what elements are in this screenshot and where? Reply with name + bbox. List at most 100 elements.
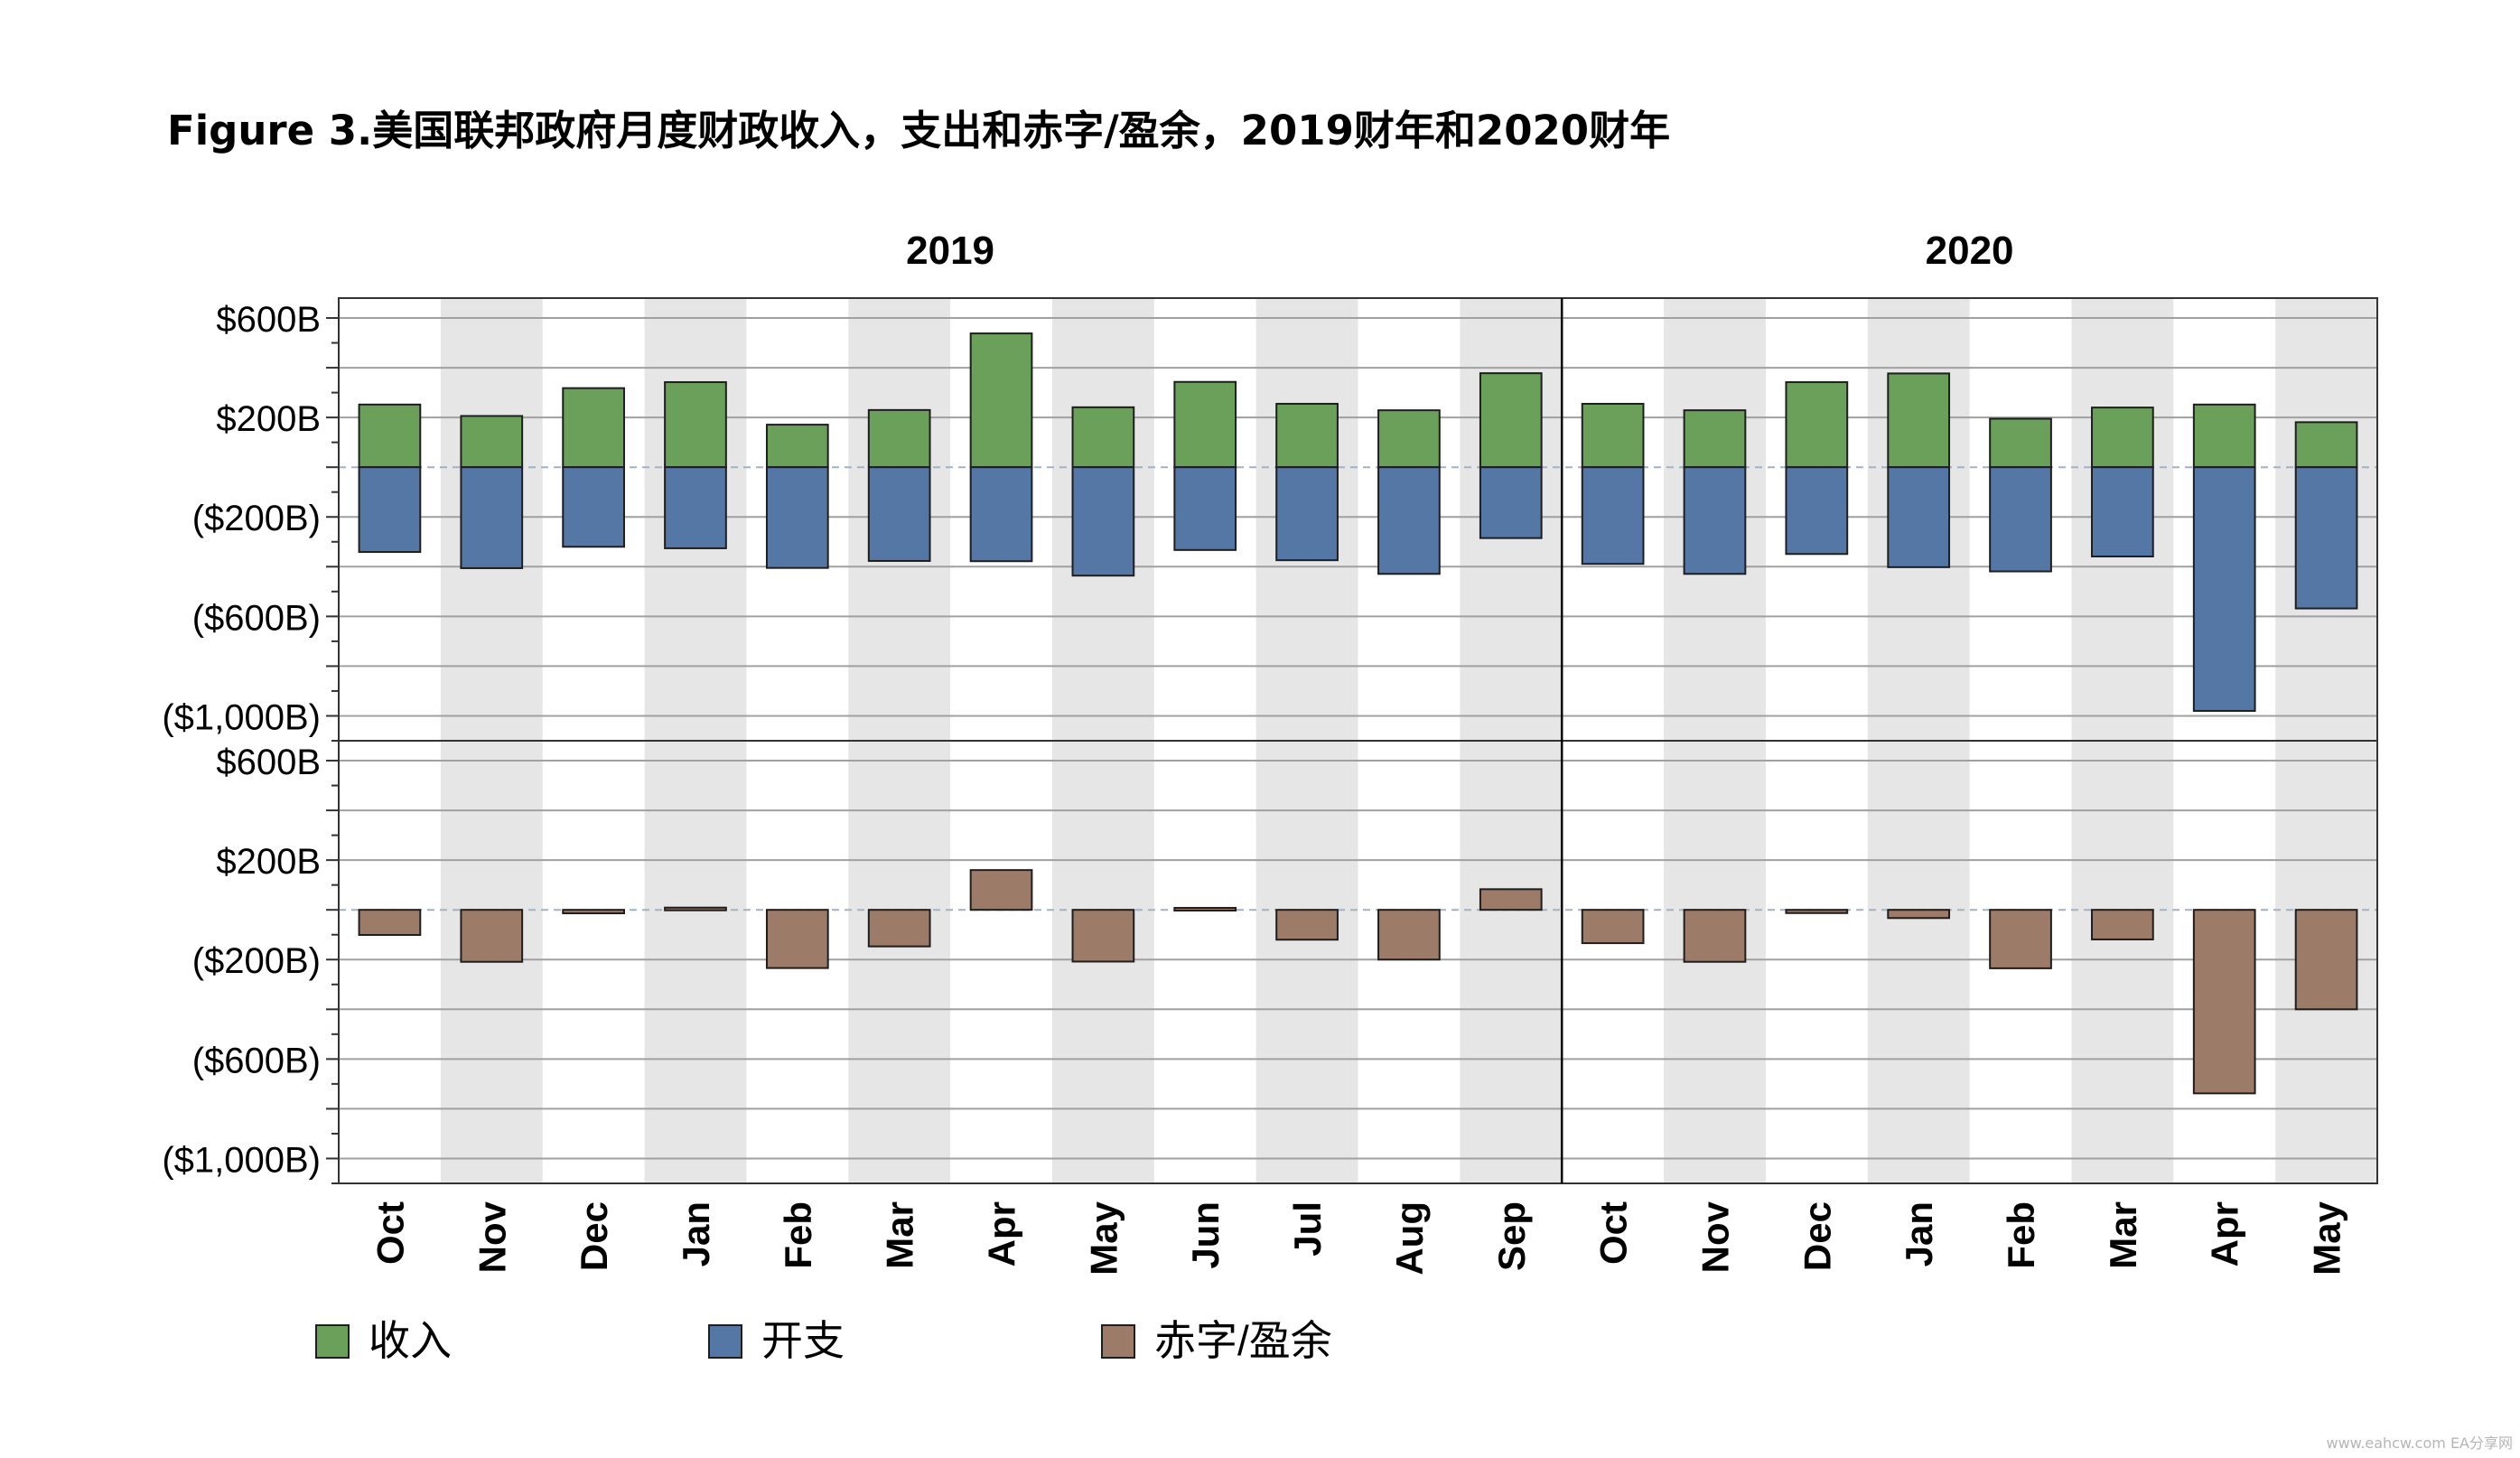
bar-receipts xyxy=(2294,421,2358,469)
x-tick-label: Apr xyxy=(2204,1201,2246,1266)
legend-label: 开支 xyxy=(761,1317,845,1364)
x-tick-label: Oct xyxy=(1592,1201,1635,1265)
bar-outlays xyxy=(1071,466,1135,577)
bar-receipts xyxy=(1377,409,1441,469)
bar-deficit xyxy=(765,909,829,969)
bar-receipts xyxy=(358,403,422,469)
bar-outlays xyxy=(1275,466,1339,562)
bar-deficit xyxy=(2091,909,2154,940)
x-tick-label: Apr xyxy=(981,1201,1023,1266)
bar-receipts xyxy=(664,381,727,469)
bar-deficit xyxy=(664,906,727,911)
bar-deficit xyxy=(2294,909,2358,1011)
bar-receipts xyxy=(1785,381,1849,469)
bar-deficit xyxy=(1173,906,1237,911)
bar-deficit xyxy=(2192,909,2256,1095)
bar-outlays xyxy=(1377,466,1441,575)
x-tick-label: Sep xyxy=(1490,1201,1533,1271)
x-tick-label: Aug xyxy=(1388,1201,1431,1276)
bar-outlays xyxy=(867,466,931,562)
y-tick-label: ($200B) xyxy=(192,941,321,981)
x-tick-label: Jan xyxy=(675,1201,717,1266)
bar-deficit xyxy=(1071,909,1135,963)
bar-outlays xyxy=(664,466,727,549)
legend-label: 赤字/盈余 xyxy=(1154,1317,1332,1364)
bar-outlays xyxy=(765,466,829,569)
bar-outlays xyxy=(1887,466,1951,568)
bar-outlays xyxy=(2091,466,2154,558)
legend-swatch xyxy=(315,1324,350,1359)
bar-receipts xyxy=(2091,407,2154,469)
bar-outlays xyxy=(562,466,625,548)
bar-outlays xyxy=(358,466,422,554)
bar-deficit xyxy=(460,909,524,963)
bar-receipts xyxy=(1989,417,2052,469)
bar-deficit xyxy=(1887,909,1951,920)
bar-outlays xyxy=(1581,466,1645,565)
x-tick-label: Mar xyxy=(2102,1201,2144,1269)
x-tick-label: May xyxy=(1082,1201,1125,1275)
bar-deficit xyxy=(969,869,1033,911)
bar-receipts xyxy=(765,424,829,469)
bar-outlays xyxy=(1173,466,1237,551)
bar-deficit xyxy=(1683,909,1747,963)
bar-receipts xyxy=(1173,380,1237,469)
y-tick-label: ($600B) xyxy=(192,598,321,638)
y-tick-label: $200B xyxy=(216,399,321,439)
y-tick-label: $200B xyxy=(216,842,321,882)
y-tick-label: ($1,000B) xyxy=(162,1140,321,1180)
bar-receipts xyxy=(2192,403,2256,469)
x-tick-label: Feb xyxy=(777,1201,819,1269)
x-tick-label: Nov xyxy=(471,1201,513,1273)
watermark: www.eahcw.com EA分享网 xyxy=(2326,1435,2513,1452)
bar-deficit xyxy=(1479,888,1543,911)
legend-swatch xyxy=(1101,1324,1135,1359)
bar-outlays xyxy=(969,466,1033,563)
legend-swatch xyxy=(708,1324,742,1359)
bar-deficit xyxy=(1581,909,1645,945)
y-tick-label: ($1,000B) xyxy=(162,697,321,737)
bar-receipts xyxy=(562,387,625,469)
bar-deficit xyxy=(358,909,422,936)
bar-deficit xyxy=(1989,909,2052,969)
x-tick-label: May xyxy=(2306,1201,2348,1275)
chart-title: Figure 3.美国联邦政府月度财政收入，支出和赤字/盈余，2019财年和20… xyxy=(167,107,1671,154)
bar-receipts xyxy=(1683,409,1747,469)
bar-outlays xyxy=(2294,466,2358,610)
bar-receipts xyxy=(1581,402,1645,469)
x-tick-label: Jul xyxy=(1286,1201,1329,1257)
x-tick-label: Dec xyxy=(573,1201,615,1271)
x-tick-label: Jun xyxy=(1184,1201,1227,1269)
x-tick-label: Oct xyxy=(369,1201,411,1265)
bar-deficit xyxy=(867,909,931,948)
x-tick-label: Jan xyxy=(1898,1201,1940,1266)
bar-outlays xyxy=(1479,466,1543,539)
bar-outlays xyxy=(1989,466,2052,573)
bar-receipts xyxy=(969,332,1033,469)
bar-deficit xyxy=(1275,909,1339,941)
fiscal-year-label: 2019 xyxy=(906,229,994,273)
y-tick-label: ($600B) xyxy=(192,1041,321,1080)
bar-receipts xyxy=(1887,372,1951,469)
x-tick-label: Mar xyxy=(879,1201,921,1269)
bar-deficit xyxy=(1377,909,1441,961)
y-tick-label: ($200B) xyxy=(192,499,321,538)
bar-outlays xyxy=(2192,466,2256,712)
x-tick-label: Feb xyxy=(2000,1201,2042,1269)
bar-deficit xyxy=(1785,909,1849,914)
bar-deficit xyxy=(562,909,625,915)
bar-outlays xyxy=(1683,466,1747,575)
legend-label: 收入 xyxy=(369,1317,452,1364)
panel-frame xyxy=(338,740,2378,1184)
x-tick-label: Nov xyxy=(1694,1201,1736,1273)
bar-receipts xyxy=(1479,372,1543,469)
bar-receipts xyxy=(1071,406,1135,469)
y-tick-label: $600B xyxy=(216,743,321,782)
y-tick-label: $600B xyxy=(216,300,321,340)
bar-receipts xyxy=(460,415,524,469)
bar-outlays xyxy=(1785,466,1849,556)
fiscal-year-label: 2020 xyxy=(1926,229,2014,273)
x-tick-label: Dec xyxy=(1796,1201,1838,1271)
bar-outlays xyxy=(460,466,524,569)
